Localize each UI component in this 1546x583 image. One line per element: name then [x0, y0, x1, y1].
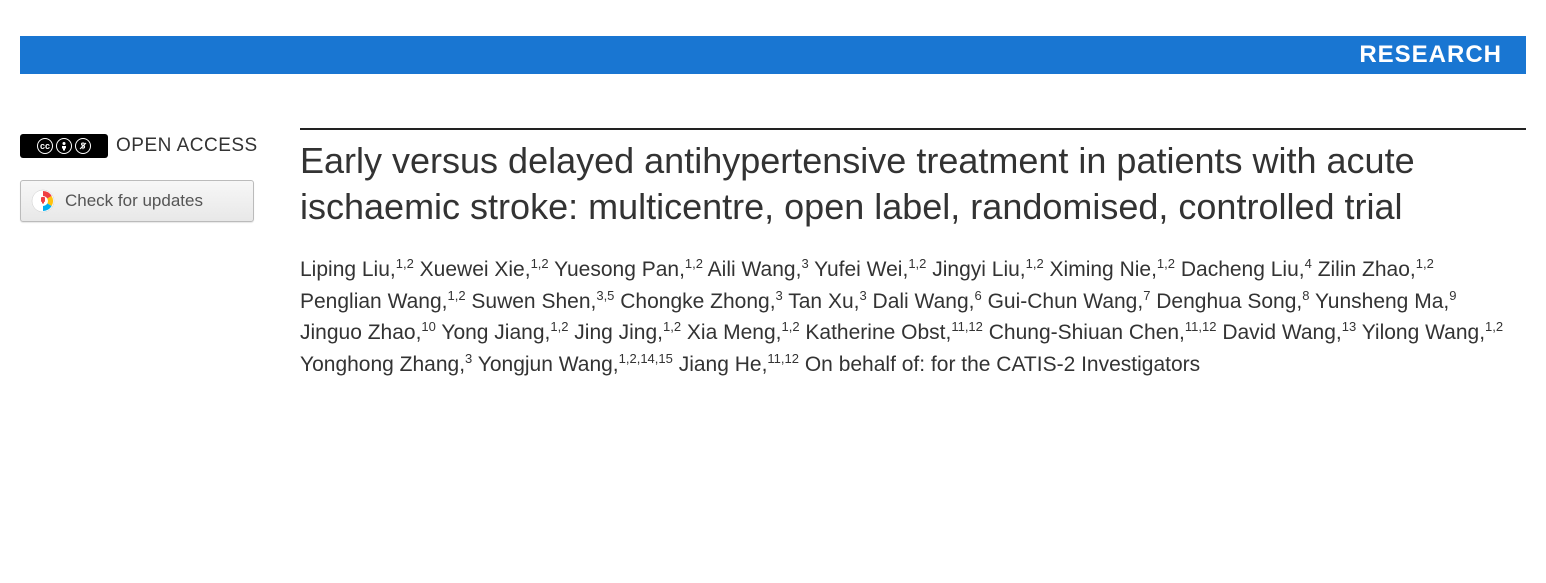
author-affiliation: 7 [1143, 288, 1150, 303]
author-affiliation: 11,12 [951, 319, 983, 334]
nc-icon: $ [75, 138, 91, 154]
author: Denghua Song, [1156, 290, 1302, 313]
check-updates-label: Check for updates [65, 191, 203, 211]
author-affiliation: 1,2 [1485, 319, 1503, 334]
author: Xia Meng, [687, 321, 782, 344]
author: Yonghong Zhang, [300, 353, 465, 376]
author: Yuesong Pan, [554, 258, 685, 281]
author-affiliation: 13 [1342, 319, 1356, 334]
author-affiliation: 11,12 [767, 351, 799, 366]
author-affiliation: 3 [776, 288, 783, 303]
by-icon [56, 138, 72, 154]
author-affiliation: 1,2 [1416, 256, 1434, 271]
author: Tan Xu, [788, 290, 859, 313]
author-affiliation: 1,2,14,15 [619, 351, 673, 366]
sidebar: cc $ OPEN ACCESS [20, 128, 300, 380]
author-affiliation: 1,2 [447, 288, 465, 303]
author: Dali Wang, [873, 290, 975, 313]
author: Xuewei Xie, [420, 258, 531, 281]
author: Jing Jing, [574, 321, 663, 344]
author: Chung-Shiuan Chen, [989, 321, 1185, 344]
cc-license-icon: cc $ [20, 134, 108, 158]
author-affiliation: 1,2 [550, 319, 568, 334]
author-affiliation: 11,12 [1185, 319, 1217, 334]
author-affiliation: 3 [859, 288, 866, 303]
crossmark-icon [31, 189, 55, 213]
author-affiliation: 1,2 [685, 256, 703, 271]
section-header-bar: RESEARCH [20, 36, 1526, 74]
author-affiliation: 9 [1449, 288, 1456, 303]
author: Liping Liu, [300, 258, 396, 281]
author-affiliation: 1,2 [531, 256, 549, 271]
author: Jingyi Liu, [932, 258, 1025, 281]
section-label: RESEARCH [1359, 41, 1502, 69]
author: Yong Jiang, [441, 321, 550, 344]
open-access-label: OPEN ACCESS [116, 135, 258, 157]
author-list: Liping Liu,1,2 Xuewei Xie,1,2 Yuesong Pa… [300, 254, 1506, 380]
author-affiliation: 6 [974, 288, 981, 303]
author: Jinguo Zhao, [300, 321, 421, 344]
author-affiliation: 3 [465, 351, 472, 366]
article-header: Early versus delayed antihypertensive tr… [300, 128, 1526, 380]
check-updates-button[interactable]: Check for updates [20, 180, 254, 222]
author: Yufei Wei, [814, 258, 908, 281]
author: Suwen Shen, [471, 290, 596, 313]
author: David Wang, [1222, 321, 1341, 344]
author-affiliation: 8 [1302, 288, 1309, 303]
authors-suffix: On behalf of: for the CATIS-2 Investigat… [805, 353, 1200, 376]
author: Jiang He, [679, 353, 768, 376]
cc-icon: cc [37, 138, 53, 154]
author: Yilong Wang, [1362, 321, 1485, 344]
author-affiliation: 4 [1305, 256, 1312, 271]
author: Aili Wang, [708, 258, 802, 281]
author: Ximing Nie, [1050, 258, 1157, 281]
content-wrapper: cc $ OPEN ACCESS [0, 128, 1546, 380]
author-affiliation: 1,2 [908, 256, 926, 271]
author: Dacheng Liu, [1181, 258, 1305, 281]
author-affiliation: 1,2 [663, 319, 681, 334]
author: Zilin Zhao, [1318, 258, 1416, 281]
open-access-badge: cc $ OPEN ACCESS [20, 134, 300, 158]
author-affiliation: 10 [421, 319, 435, 334]
author: Yongjun Wang, [478, 353, 619, 376]
author-affiliation: 3,5 [596, 288, 614, 303]
author: Yunsheng Ma, [1315, 290, 1449, 313]
author: Gui-Chun Wang, [988, 290, 1144, 313]
author-affiliation: 1,2 [396, 256, 414, 271]
author: Chongke Zhong, [620, 290, 775, 313]
article-title: Early versus delayed antihypertensive tr… [300, 138, 1506, 230]
author-affiliation: 1,2 [781, 319, 799, 334]
author-affiliation: 3 [801, 256, 808, 271]
author: Penglian Wang, [300, 290, 447, 313]
author-affiliation: 1,2 [1026, 256, 1044, 271]
author: Katherine Obst, [805, 321, 951, 344]
author-affiliation: 1,2 [1157, 256, 1175, 271]
